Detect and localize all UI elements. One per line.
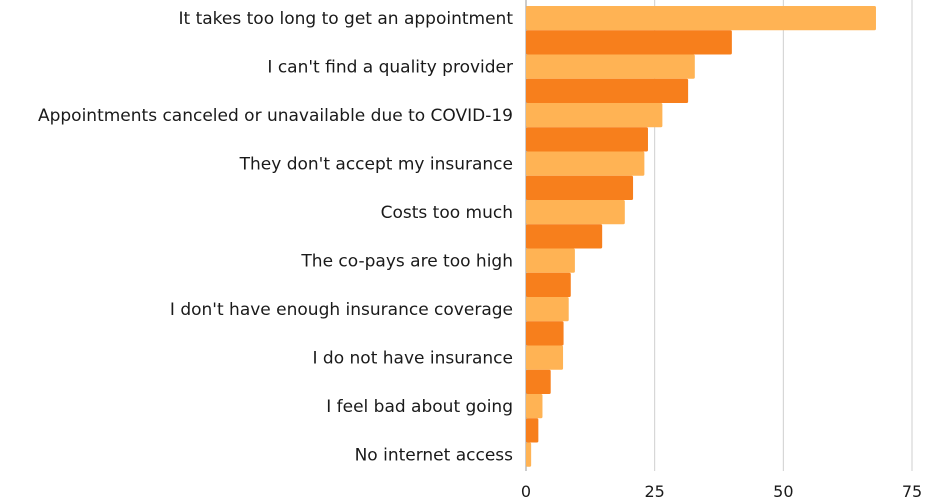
bar-series1 [526,248,575,273]
category-labels: It takes too long to get an appointment I… [38,9,513,466]
x-tick-label: 0 [521,482,531,500]
category-label: The co-pays are too high [300,252,513,272]
bar-series1 [526,297,569,322]
bar-series1 [526,442,532,467]
bar-series1 [526,6,876,31]
bar-series2 [526,30,732,55]
x-tick-label: 75 [902,482,922,500]
x-tick-label: 50 [773,482,793,500]
bar-series2 [526,418,539,443]
bar-series1 [526,151,645,176]
bar-series2 [526,78,689,103]
category-label: I do not have insurance [313,349,514,369]
category-label: They don't accept my insurance [239,155,513,175]
category-label: I feel bad about going [326,397,513,417]
x-axis-tick-labels: 0 25 50 75 [521,482,922,500]
bar-series1 [526,394,543,419]
bar-series2 [526,272,571,297]
bar-series1 [526,54,695,79]
bar-series2 [526,224,603,249]
x-tick-label: 25 [644,482,664,500]
bar-series2 [526,175,634,200]
category-label: I can't find a quality provider [267,58,513,78]
category-label: I don't have enough insurance coverage [170,300,513,320]
bar-series2 [526,321,564,346]
bar-series1 [526,103,663,128]
bars [526,6,876,467]
bar-series2 [526,127,648,152]
bar-series1 [526,345,564,370]
category-label: It takes too long to get an appointment [179,9,514,29]
category-label: Costs too much [381,203,513,223]
bar-series2 [526,369,551,394]
bar-series1 [526,200,625,225]
category-label: Appointments canceled or unavailable due… [38,106,513,126]
category-label: No internet access [355,446,514,466]
